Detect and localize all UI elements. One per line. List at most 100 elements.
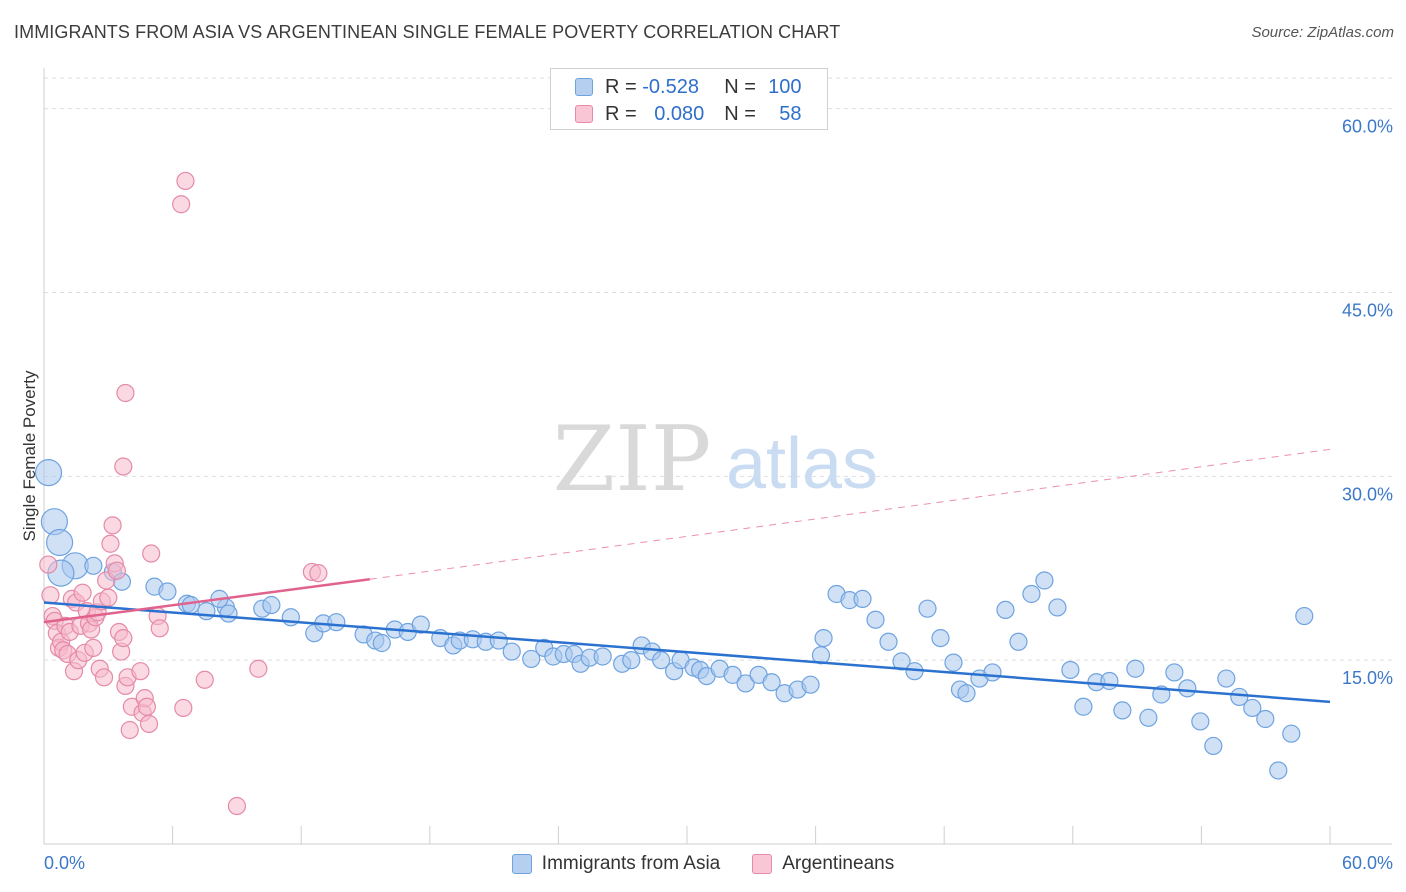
point-asia xyxy=(801,675,820,694)
point-argentineans xyxy=(101,534,120,553)
point-asia xyxy=(1126,659,1145,678)
point-asia xyxy=(957,684,976,703)
y-tick-label: 45.0% xyxy=(1342,300,1393,320)
point-asia xyxy=(944,653,963,672)
point-argentineans xyxy=(150,619,169,638)
point-asia xyxy=(327,613,346,632)
point-asia xyxy=(652,651,671,670)
y-tick-label: 60.0% xyxy=(1342,117,1393,137)
point-asia xyxy=(1165,663,1184,682)
x-tick-label: 60.0% xyxy=(1342,853,1393,873)
point-argentineans xyxy=(116,383,135,403)
legend-swatch-asia xyxy=(575,78,593,96)
point-argentineans xyxy=(227,796,246,816)
point-asia xyxy=(372,633,391,653)
point-asia xyxy=(502,642,521,661)
trend-line-asia xyxy=(43,601,1331,704)
trend-line-argentineans-extrapolated xyxy=(369,448,1331,580)
point-argentineans xyxy=(103,516,122,535)
point-asia xyxy=(1139,708,1158,727)
point-asia xyxy=(931,628,950,648)
legend-label-asia: Immigrants from Asia xyxy=(541,853,721,874)
r-label: R = xyxy=(605,102,637,125)
legend-row-argentineans: R = 0.080 N = 58 xyxy=(551,100,802,128)
point-argentineans xyxy=(84,638,103,658)
point-asia xyxy=(918,599,937,618)
series-legend: Immigrants from Asia Argentineans xyxy=(0,850,1406,878)
point-argentineans xyxy=(114,628,133,648)
point-asia xyxy=(996,600,1015,620)
point-asia xyxy=(866,610,885,629)
point-argentineans xyxy=(107,561,126,580)
n-label: N = xyxy=(724,102,756,125)
point-argentineans xyxy=(99,588,118,607)
point-asia xyxy=(1204,736,1223,756)
point-asia xyxy=(814,628,833,648)
legend-swatch-argentineans xyxy=(752,854,773,874)
point-asia xyxy=(1100,671,1119,691)
point-asia xyxy=(1217,669,1236,688)
point-argentineans xyxy=(172,195,191,214)
r-value-asia: -0.528 xyxy=(642,75,699,98)
point-asia xyxy=(411,615,430,634)
point-argentineans xyxy=(309,564,328,583)
point-argentineans xyxy=(249,659,268,678)
watermark: ZIP atlas xyxy=(553,407,878,512)
point-asia xyxy=(1282,724,1301,743)
point-asia xyxy=(983,663,1002,682)
point-argentineans xyxy=(131,662,150,681)
point-asia xyxy=(723,665,742,684)
series-argentineans-points xyxy=(39,171,328,816)
point-argentineans xyxy=(139,714,159,733)
point-argentineans xyxy=(39,555,58,574)
r-value-argentineans: 0.080 xyxy=(654,102,705,125)
series-asia-points xyxy=(34,459,1314,780)
point-argentineans xyxy=(174,698,193,718)
point-argentineans xyxy=(114,457,133,476)
trend-line-argentineans xyxy=(43,578,370,624)
watermark-zip: ZIP xyxy=(553,407,712,512)
point-asia xyxy=(622,651,641,670)
point-asia xyxy=(1048,598,1067,617)
point-asia xyxy=(1230,687,1249,707)
point-asia xyxy=(34,459,63,487)
legend-item-asia[interactable]: Immigrants from Asia xyxy=(511,853,721,875)
legend-item-argentineans[interactable]: Argentineans xyxy=(752,853,894,875)
point-asia xyxy=(853,589,872,608)
point-asia xyxy=(1243,698,1262,718)
legend-swatch-argentineans xyxy=(575,105,593,123)
r-label: R = xyxy=(605,75,637,98)
trend-lines xyxy=(43,448,1331,704)
point-argentineans xyxy=(41,586,60,605)
point-asia xyxy=(762,673,781,692)
point-asia xyxy=(1295,606,1314,626)
point-asia xyxy=(1113,701,1132,720)
point-asia xyxy=(1191,712,1210,731)
point-argentineans xyxy=(176,171,195,191)
n-value-asia: 100 xyxy=(768,75,802,98)
point-asia xyxy=(1009,632,1028,651)
y-tick-label: 15.0% xyxy=(1342,668,1393,688)
point-argentineans xyxy=(195,670,214,689)
tick-labels: 15.0% 30.0% 45.0% 60.0% 0.0% 60.0% xyxy=(44,117,1393,873)
point-asia xyxy=(593,647,612,666)
legend-label-argentineans: Argentineans xyxy=(782,853,895,874)
point-asia xyxy=(181,595,200,615)
chart-title: IMMIGRANTS FROM ASIA VS ARGENTINEAN SING… xyxy=(14,22,841,42)
grid-lines xyxy=(44,77,1392,661)
point-asia xyxy=(45,528,74,557)
point-argentineans xyxy=(94,668,114,687)
x-tick-label: 0.0% xyxy=(44,853,85,873)
point-asia xyxy=(1061,660,1080,680)
point-asia xyxy=(522,649,541,669)
source-label: Source: ZipAtlas.com xyxy=(1251,24,1394,41)
point-asia xyxy=(1256,709,1275,729)
y-tick-label: 30.0% xyxy=(1342,484,1393,504)
point-asia xyxy=(197,602,216,621)
point-asia xyxy=(1022,584,1041,604)
point-asia xyxy=(262,595,281,615)
point-asia xyxy=(1269,761,1288,780)
point-argentineans xyxy=(142,544,161,563)
correlation-legend: R = -0.528 N = 100 R = 0.080 N = 58 xyxy=(550,68,828,130)
n-label: N = xyxy=(724,75,756,98)
